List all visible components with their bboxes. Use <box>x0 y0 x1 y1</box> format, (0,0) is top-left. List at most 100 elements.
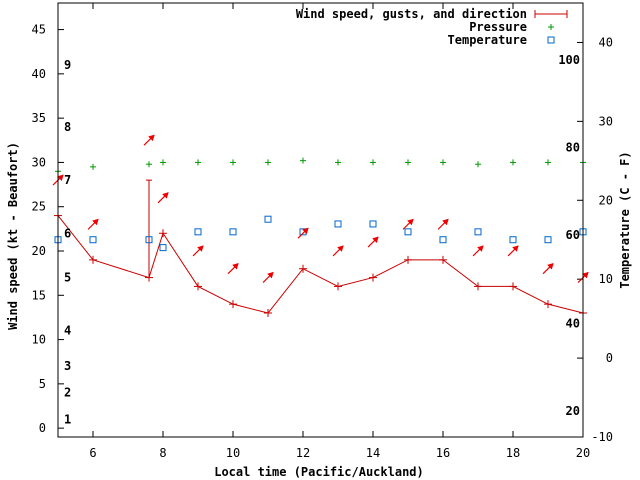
fahrenheit-label: 80 <box>566 140 580 154</box>
legend-marker-wind <box>534 10 568 18</box>
pressure-point <box>510 159 516 166</box>
y-tick-label-right: 40 <box>599 35 613 49</box>
plot-frame <box>57 2 584 438</box>
pressure-point <box>90 163 96 170</box>
wind-direction-arrow <box>143 134 155 146</box>
pressure-point <box>195 159 201 166</box>
temperature-point <box>194 228 202 236</box>
wind-speed-point <box>439 255 447 264</box>
x-tick-label: 12 <box>296 446 310 460</box>
y-axis-title-left: Wind speed (kt - Beaufort) <box>6 142 20 330</box>
y-tick-label-left: 30 <box>32 155 46 169</box>
wind-direction-arrow <box>192 245 204 257</box>
wind-speed-point <box>299 264 307 273</box>
wind-direction-arrow <box>87 218 99 230</box>
fahrenheit-label: 60 <box>566 228 580 242</box>
x-tick-label: 14 <box>366 446 380 460</box>
beaufort-label: 6 <box>64 226 71 240</box>
x-tick-label: 10 <box>226 446 240 460</box>
wind-direction-arrow <box>507 245 519 257</box>
beaufort-label: 4 <box>64 324 71 338</box>
wind-speed-point <box>474 282 482 291</box>
temperature-point <box>159 244 167 252</box>
fahrenheit-label: 20 <box>566 404 580 418</box>
y-tick-label-right: 30 <box>599 114 613 128</box>
fahrenheit-label: 40 <box>566 316 580 330</box>
arrow-head <box>232 263 239 270</box>
y-tick-label-left: 45 <box>32 23 46 37</box>
pressure-point <box>475 161 481 168</box>
x-axis-title: Local time (Pacific/Auckland) <box>214 465 424 479</box>
y-tick-label-right: 10 <box>599 272 613 286</box>
temperature-point <box>439 236 447 244</box>
arrow-head <box>407 218 414 226</box>
y-tick-label-right: 0 <box>606 351 613 365</box>
wind-direction-arrow <box>402 218 414 230</box>
legend-label-pressure: Pressure <box>469 20 527 34</box>
arrow-head <box>477 245 484 252</box>
y-tick-label-left: 0 <box>39 421 46 435</box>
wind-direction-arrow <box>367 236 379 248</box>
arrow-head <box>92 218 99 226</box>
temperature-point <box>229 228 237 236</box>
y-tick-label-left: 10 <box>32 333 46 347</box>
arrow-head <box>337 245 344 252</box>
y-tick-label-left: 40 <box>32 67 46 81</box>
y-tick-label-left: 5 <box>39 377 46 391</box>
temperature-point <box>89 236 97 244</box>
fahrenheit-label: 100 <box>558 53 580 67</box>
pressure-point <box>545 159 551 166</box>
pressure-point <box>440 159 446 166</box>
temperature-point <box>369 220 377 228</box>
wind-direction-arrow <box>542 263 554 275</box>
temperature-point <box>145 236 153 244</box>
arrow-head <box>148 134 155 142</box>
arrow-head <box>162 192 169 199</box>
wind-direction-arrow <box>262 271 274 283</box>
pressure-point <box>230 159 236 166</box>
arrow-head <box>582 271 589 279</box>
beaufort-label: 9 <box>64 58 71 72</box>
temperature-point <box>544 236 552 244</box>
y-tick-label-right: 20 <box>599 193 613 207</box>
y-tick-label-left: 20 <box>32 244 46 258</box>
pressure-point <box>160 159 166 166</box>
legend-marker-temperature <box>547 36 555 44</box>
wind-speed-point <box>229 300 237 309</box>
wind-speed-point <box>194 282 202 291</box>
wind-speed-point <box>264 309 272 317</box>
legend-label-wind: Wind speed, gusts, and direction <box>296 7 527 21</box>
label-layer: 6 8 10 12 14 16 18 20051015202530354045-1001020… <box>32 23 613 460</box>
pressure-point <box>146 161 152 168</box>
y-tick-label-left: 25 <box>32 200 46 214</box>
wind-direction-arrow <box>297 227 309 239</box>
pressure-point <box>370 159 376 166</box>
wind-direction-arrow <box>227 263 239 275</box>
arrow-head <box>442 218 449 226</box>
y-axis-title-right: Temperature (C - F) <box>618 151 632 288</box>
beaufort-label: 7 <box>64 173 71 187</box>
x-tick-label: 20 <box>576 446 590 460</box>
arrow-head <box>547 263 554 270</box>
x-tick-label: 16 <box>436 446 450 460</box>
wind-direction-arrow <box>332 245 344 257</box>
legend-label-temperature: Temperature <box>448 33 527 47</box>
beaufort-label: 5 <box>64 271 71 285</box>
y-tick-label-right: -10 <box>591 430 613 444</box>
wind-speed-point <box>509 282 517 291</box>
temperature-point <box>509 236 517 244</box>
arrow-head <box>512 245 519 252</box>
beaufort-label: 1 <box>64 412 71 426</box>
wind-speed-point <box>159 229 167 238</box>
x-tick-label: 18 <box>506 446 520 460</box>
pressure-point <box>265 159 271 166</box>
wind-speed-point <box>334 282 342 291</box>
temperature-point <box>334 220 342 228</box>
wind-speed-point <box>89 255 97 264</box>
x-tick-label: 8 <box>159 446 166 460</box>
wind-speed-point <box>369 273 377 282</box>
x-tick-label: 6 <box>89 446 96 460</box>
beaufort-label: 3 <box>64 359 71 373</box>
arrow-head <box>197 245 204 252</box>
